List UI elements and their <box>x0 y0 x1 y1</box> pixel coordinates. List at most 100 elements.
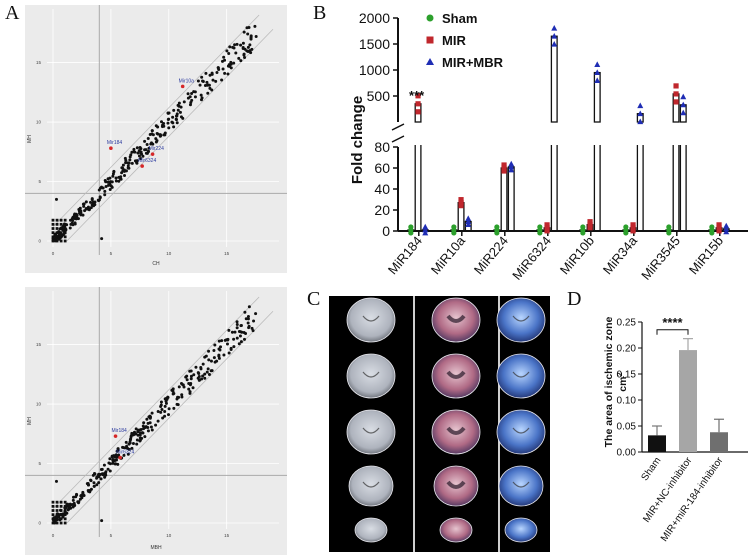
scatter-point <box>154 140 158 144</box>
scatter-point <box>148 133 152 137</box>
scatter-point <box>235 42 239 46</box>
data-point <box>458 197 464 203</box>
scatter-point <box>57 237 61 241</box>
scatter-point <box>63 521 67 525</box>
data-point <box>451 230 457 236</box>
scatter-point <box>140 152 144 156</box>
scatter-point <box>51 227 55 230</box>
scatter-point <box>159 133 163 137</box>
x-tick-labels: ShamMIR+NC-inhibitorMIR+miR-184-inhibito… <box>639 455 725 544</box>
y-tick-label: 1000 <box>359 62 390 78</box>
scatter-point <box>59 508 63 512</box>
scatter-point <box>156 419 160 423</box>
scatter-point <box>241 47 245 51</box>
data-point <box>630 225 636 231</box>
data-point <box>580 230 586 236</box>
scatter-point <box>189 374 193 378</box>
scatter-point <box>78 206 82 210</box>
scatter-point <box>188 390 192 394</box>
x-tick-label: 15 <box>224 533 230 538</box>
scatter-point <box>106 183 110 187</box>
mirna-label: Mir184 <box>112 428 128 434</box>
scatter-point <box>189 101 193 105</box>
scatter-point <box>55 513 59 517</box>
scatter-point <box>134 427 138 431</box>
scatter-point <box>116 447 120 451</box>
data-point <box>587 219 593 225</box>
scatter-point <box>233 43 237 47</box>
y-tick-label: 15 <box>36 60 42 65</box>
mirna-label: Mir224 <box>149 146 165 152</box>
data-point <box>544 228 550 234</box>
scatter-point <box>170 388 174 392</box>
scatter-point <box>196 79 200 83</box>
data-point <box>623 230 629 236</box>
slice-detail <box>446 426 466 435</box>
x-tick-label: 15 <box>224 251 230 256</box>
scatter-point <box>55 504 59 508</box>
scatter-point <box>201 374 205 378</box>
scatter-point <box>140 431 144 435</box>
scatter-plot-mbh-vs-mh: Mir184 Mir6324 0 5 10 15 0 5 10 15 MBH MH <box>25 287 287 555</box>
scatter-point <box>243 310 247 314</box>
scatter-point <box>201 362 205 366</box>
scatter-point <box>159 120 163 124</box>
bar <box>679 350 697 452</box>
scatter-point <box>54 197 58 201</box>
scatter-point <box>109 180 113 184</box>
scatter-point <box>146 429 150 433</box>
scatter-point <box>148 421 152 425</box>
scatter-point <box>89 200 93 204</box>
scatter-point <box>126 452 130 456</box>
scatter-point <box>207 349 211 353</box>
scatter-point <box>247 324 251 328</box>
scatter-point <box>114 176 118 180</box>
data-point <box>551 25 558 31</box>
slice-detail <box>512 427 530 434</box>
mirna-label: Mir6324 <box>116 450 134 456</box>
brain-slice <box>496 353 546 399</box>
scatter-point <box>229 346 233 350</box>
x-tick-label: 10 <box>166 533 172 538</box>
scatter-point <box>146 149 150 153</box>
brain-slice <box>346 353 396 399</box>
scatter-point <box>55 218 59 222</box>
scatter-point <box>136 433 140 437</box>
mirna-labels: Mir10a Mir184 Mir224 Mir6324 <box>107 78 194 168</box>
scatter-point <box>124 440 128 444</box>
y-tick-label: 0.15 <box>617 370 637 381</box>
scatter-point <box>55 227 59 230</box>
scatter-point <box>88 490 92 494</box>
scatter-point <box>59 517 63 521</box>
scatter-point <box>200 75 204 79</box>
scatter-point <box>122 168 126 172</box>
scatter-point <box>223 71 227 75</box>
scatter-point <box>217 353 221 357</box>
scatter-point <box>217 339 221 343</box>
scatter-point <box>212 356 216 360</box>
diagonal-line-upper <box>52 14 260 228</box>
brain-slice-illustration <box>329 296 550 552</box>
data-point <box>465 218 472 224</box>
scatter-point <box>90 197 94 201</box>
scatter-point <box>55 231 59 235</box>
scatter-point <box>51 504 55 508</box>
scatter-point <box>178 110 182 114</box>
scatter-point <box>216 66 220 70</box>
scatter-point <box>166 111 170 115</box>
scatter-point <box>111 174 115 178</box>
scatter-point <box>68 504 72 508</box>
scatter-point <box>108 457 112 461</box>
scatter-point <box>55 521 59 525</box>
scatter-point <box>135 160 139 164</box>
scatter-point <box>193 90 197 94</box>
scatter-point <box>124 446 128 450</box>
x-tick-label: MiR15b <box>686 233 726 277</box>
scatter-point <box>254 35 258 39</box>
scatter-point <box>74 495 78 499</box>
scatter-point <box>138 145 142 149</box>
scatter-point <box>59 504 63 508</box>
scatter-point <box>162 124 166 128</box>
scatter-point <box>148 414 152 418</box>
panel-letter-c: C <box>307 288 321 310</box>
